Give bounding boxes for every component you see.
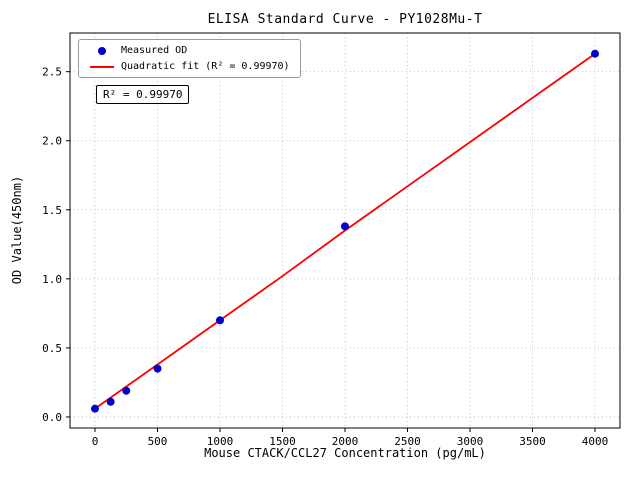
data-point (216, 316, 224, 325)
x-tick-label: 0 (92, 435, 99, 448)
data-point (106, 397, 115, 406)
legend-marker-column (89, 46, 115, 55)
legend-item-measured-od: Measured OD (89, 45, 290, 56)
x-axis-label: Mouse CTACK/CCL27 Concentration (pg/mL) (204, 446, 486, 460)
x-tick-label: 3000 (457, 435, 484, 448)
y-tick-label: 0.5 (42, 342, 62, 355)
y-tick-label: 1.5 (42, 204, 62, 217)
data-point (341, 222, 349, 231)
x-tick-label: 3500 (519, 435, 546, 448)
x-tick-label: 2000 (332, 435, 359, 448)
measured-od-marker-icon (98, 46, 106, 55)
data-point (591, 49, 599, 58)
r-squared-annotation: R² = 0.99970 (96, 85, 190, 104)
fit-line-marker-icon (90, 65, 114, 68)
y-tick-label: 2.0 (42, 135, 62, 148)
legend-item-quadratic-fit: Quadratic fit (R² = 0.99970) (89, 61, 290, 72)
quadratic-fit-line (94, 52, 596, 410)
x-tick-label: 500 (148, 435, 168, 448)
x-tick-label: 1500 (269, 435, 296, 448)
x-tick-label: 2500 (394, 435, 421, 448)
legend-label-quadratic-fit: Quadratic fit (R² = 0.99970) (121, 61, 290, 72)
x-tick-label: 1000 (207, 435, 234, 448)
y-axis-label: OD Value(450nm) (10, 175, 24, 285)
legend-label-measured-od: Measured OD (121, 45, 188, 56)
data-point (91, 404, 99, 413)
x-tick-label: 4000 (582, 435, 609, 448)
legend: Measured OD Quadratic fit (R² = 0.99970) (78, 39, 301, 78)
legend-marker-column (89, 65, 115, 68)
y-tick-label: 0.0 (42, 411, 62, 424)
data-point (122, 386, 131, 395)
chart-title: ELISA Standard Curve - PY1028Mu-T (207, 12, 483, 27)
y-tick-label: 2.5 (42, 66, 62, 79)
y-tick-label: 1.0 (42, 273, 62, 286)
data-point (153, 364, 162, 373)
